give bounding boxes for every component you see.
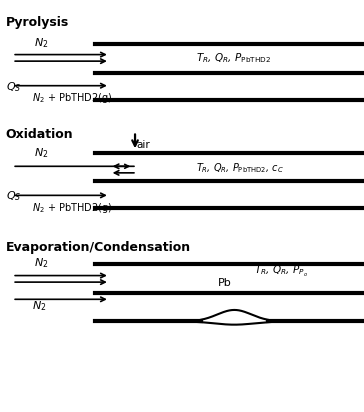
Text: $N_2$: $N_2$ [34,256,48,270]
Text: Pyrolysis: Pyrolysis [6,16,69,29]
Text: $N_2$: $N_2$ [34,146,48,160]
Text: $T_R$, $Q_R$, $P_{\mathrm{PbTHD2}}$: $T_R$, $Q_R$, $P_{\mathrm{PbTHD2}}$ [197,51,272,65]
Text: air: air [137,140,151,150]
Text: $N_2$: $N_2$ [32,299,47,313]
Text: $T_R$, $Q_R$, $P_{P_o}$: $T_R$, $Q_R$, $P_{P_o}$ [254,264,308,279]
Text: $N_2$ + PbTHD2(g): $N_2$ + PbTHD2(g) [32,201,112,215]
Text: Pb: Pb [218,278,232,288]
Text: $N_2$: $N_2$ [34,36,48,50]
Text: $Q_S$: $Q_S$ [6,190,21,204]
Text: $N_2$ + PbTHD2(g): $N_2$ + PbTHD2(g) [32,91,112,105]
Text: Evaporation/Condensation: Evaporation/Condensation [6,241,191,254]
Text: Oxidation: Oxidation [6,128,74,141]
Text: $T_R$, $Q_R$, $P_{\mathrm{PbTHD2}}$, $c_C$: $T_R$, $Q_R$, $P_{\mathrm{PbTHD2}}$, $c_… [197,162,284,175]
Text: $Q_S$: $Q_S$ [6,80,21,94]
